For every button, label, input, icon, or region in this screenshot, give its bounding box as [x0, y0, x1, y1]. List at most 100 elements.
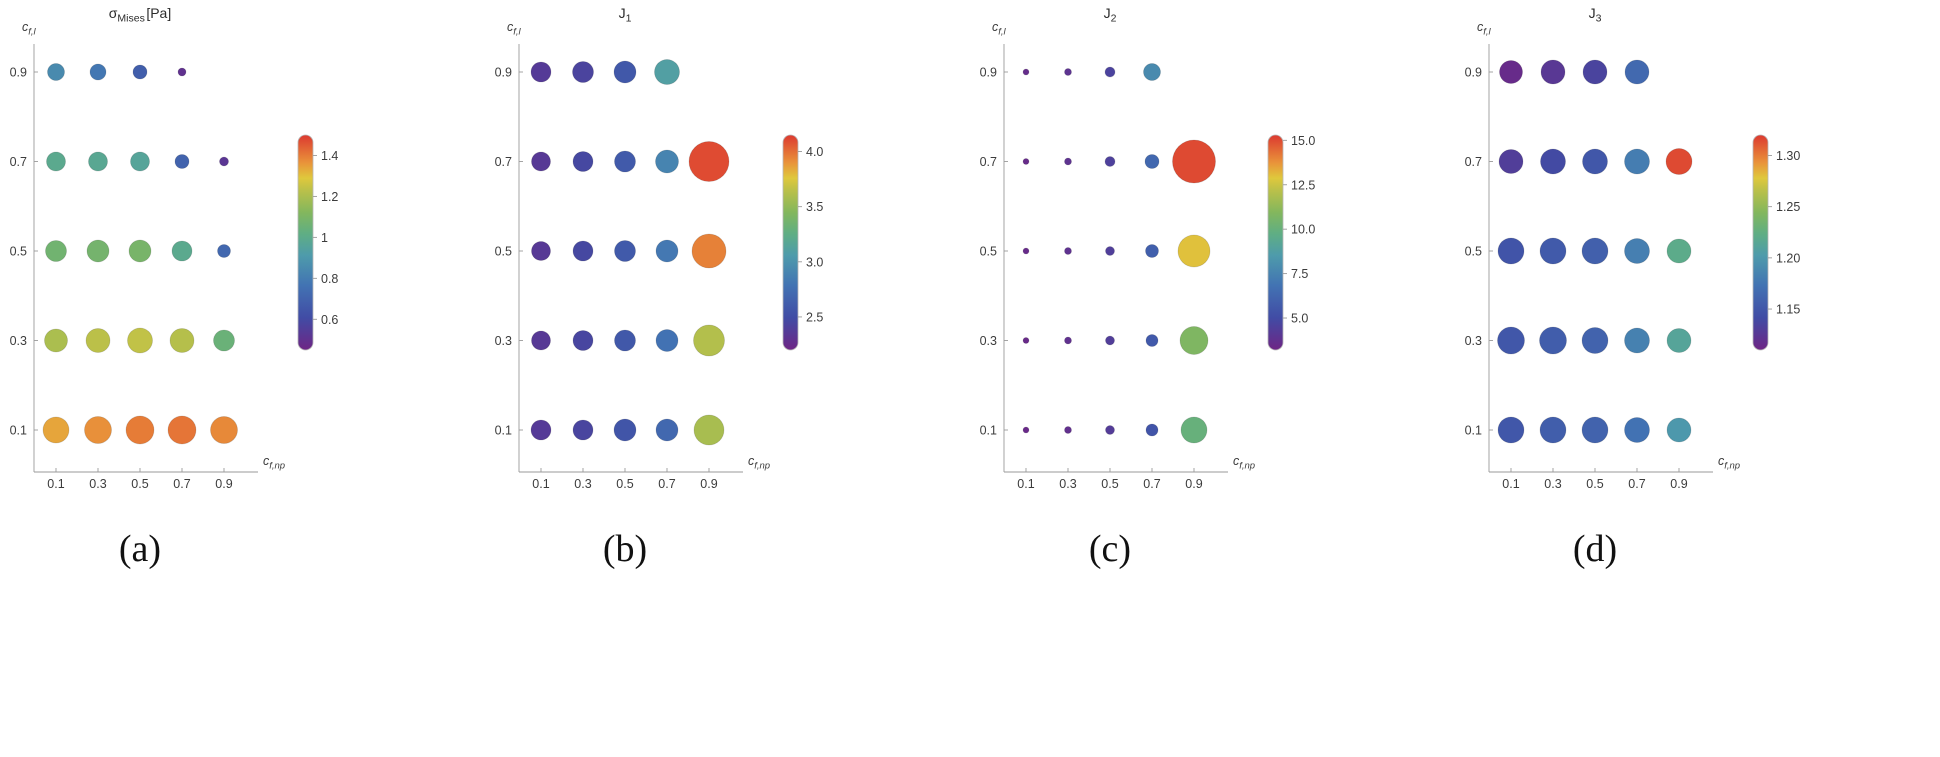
chart-title: σMises [Pa]	[109, 5, 171, 25]
bubble	[169, 328, 195, 353]
bubble	[1145, 423, 1159, 437]
svg-text:0.7: 0.7	[980, 155, 997, 169]
bubble-chart-j2: 0.1 0.3 0.5 0.7 0.9 0.1 0.3 0.5 0.7 0.9 cf,l cf,np J…	[970, 0, 1455, 510]
chart-title: J3	[1589, 5, 1602, 25]
x-axis-label: cf,np	[263, 454, 285, 471]
bubble	[1624, 417, 1650, 443]
bubble	[1497, 237, 1525, 265]
bubble	[1539, 326, 1567, 355]
colorbar-tick-label: 0.8	[321, 272, 338, 286]
bubbles	[42, 63, 238, 445]
colorbar-tick-label: 4.0	[806, 145, 823, 159]
bubble	[1105, 246, 1115, 256]
svg-text:0.1: 0.1	[980, 424, 997, 438]
bubble	[613, 418, 637, 442]
bubble	[530, 419, 552, 441]
bubble	[1144, 154, 1160, 169]
svg-text:0.5: 0.5	[1586, 477, 1603, 491]
bubble	[614, 329, 636, 352]
axes	[1003, 44, 1228, 473]
bubble	[530, 61, 552, 83]
chart-svg-c: 0.1 0.3 0.5 0.7 0.9 0.1 0.3 0.5 0.7 0.9 cf,l cf,np J…	[980, 5, 1316, 492]
bubble	[654, 59, 680, 85]
svg-text:0.9: 0.9	[1465, 66, 1482, 80]
bubble	[1540, 59, 1566, 85]
bubble	[44, 328, 68, 353]
colorbar-tick-label: 10.0	[1291, 223, 1315, 237]
colorbar-tick-label: 5.0	[1291, 312, 1308, 326]
bubble	[1497, 416, 1525, 444]
y-axis-label: cf,l	[1477, 20, 1492, 37]
bubble	[1177, 234, 1211, 268]
bubble	[174, 154, 190, 169]
bubble	[46, 151, 66, 172]
bubble	[1581, 327, 1609, 354]
bubble	[1064, 68, 1072, 76]
bubble	[613, 60, 637, 84]
bubble	[1624, 59, 1650, 85]
bubble	[1064, 336, 1072, 345]
colorbar-tick-label: 1	[321, 231, 328, 245]
bubbles	[1022, 63, 1216, 444]
svg-text:0.5: 0.5	[131, 477, 148, 491]
svg-text:0.5: 0.5	[1101, 477, 1118, 491]
svg-text:0.9: 0.9	[1185, 477, 1202, 491]
svg-text:0.7: 0.7	[1628, 477, 1645, 491]
bubble	[171, 240, 193, 262]
bubble	[531, 241, 551, 261]
svg-text:0.7: 0.7	[1465, 155, 1482, 169]
svg-text:0.3: 0.3	[1544, 477, 1561, 491]
svg-text:0.1: 0.1	[1465, 424, 1482, 438]
panel-a: 0.1 0.3 0.5 0.7 0.9 0.1 0.3 0.5 0.7 0.9 cf,l cf,np σ…	[0, 0, 485, 757]
svg-text:0.3: 0.3	[10, 334, 27, 348]
bubble	[1624, 327, 1650, 354]
svg-text:0.7: 0.7	[1143, 477, 1160, 491]
colorbar: 1.15 1.20 1.25 1.30	[1752, 134, 1800, 351]
axes	[1488, 44, 1713, 473]
colorbar-tick-label: 3.0	[806, 255, 823, 269]
tick-labels: 0.1 0.3 0.5 0.7 0.9 0.1 0.3 0.5 0.7 0.9	[980, 66, 1203, 492]
panel-d: 0.1 0.3 0.5 0.7 0.9 0.1 0.3 0.5 0.7 0.9 cf,l cf,np J…	[1455, 0, 1940, 757]
bubble	[125, 415, 155, 445]
bubble	[1665, 148, 1693, 175]
svg-text:0.3: 0.3	[980, 334, 997, 348]
x-axis-label: cf,np	[1233, 454, 1255, 471]
bubbles	[530, 59, 730, 446]
colorbar-tick-label: 1.4	[321, 149, 338, 163]
svg-text:0.5: 0.5	[980, 245, 997, 259]
colorbar-tick-label: 7.5	[1291, 267, 1308, 281]
svg-text:0.9: 0.9	[10, 66, 27, 80]
bubble	[1104, 66, 1116, 78]
bubble	[42, 416, 70, 444]
bubble	[1145, 334, 1159, 347]
chart-svg-b: 0.1 0.3 0.5 0.7 0.9 0.1 0.3 0.5 0.7 0.9 cf,l cf,np J…	[495, 5, 824, 492]
bubble	[1666, 417, 1692, 443]
tick-labels: 0.1 0.3 0.5 0.7 0.9 0.1 0.3 0.5 0.7 0.9	[495, 66, 718, 492]
caption-c: (c)	[1088, 528, 1132, 570]
colorbar-tick-label: 1.15	[1776, 303, 1800, 317]
bubble	[84, 416, 112, 444]
bubble	[693, 324, 725, 357]
bubble	[572, 330, 594, 351]
svg-text:0.3: 0.3	[1059, 477, 1076, 491]
svg-text:0.9: 0.9	[980, 66, 997, 80]
chart-svg-d: 0.1 0.3 0.5 0.7 0.9 0.1 0.3 0.5 0.7 0.9 cf,l cf,np J…	[1465, 5, 1801, 492]
bubble	[1145, 244, 1159, 258]
tick-labels: 0.1 0.3 0.5 0.7 0.9 0.1 0.3 0.5 0.7 0.9	[1465, 66, 1688, 492]
svg-text:0.1: 0.1	[495, 424, 512, 438]
svg-text:0.7: 0.7	[495, 155, 512, 169]
bubble	[1497, 326, 1525, 355]
bubble	[655, 149, 679, 174]
svg-text:0.7: 0.7	[173, 477, 190, 491]
colorbar-tick-label: 2.5	[806, 310, 823, 324]
tick-labels: 0.1 0.3 0.5 0.7 0.9 0.1 0.3 0.5 0.7 0.9	[10, 66, 233, 492]
bubble	[572, 240, 594, 262]
chart-svg-a: 0.1 0.3 0.5 0.7 0.9 0.1 0.3 0.5 0.7 0.9 cf,l cf,np σ…	[10, 5, 339, 492]
bubble	[1540, 148, 1566, 175]
bubble	[1180, 416, 1208, 444]
svg-text:0.3: 0.3	[1465, 334, 1482, 348]
bubble	[1539, 416, 1567, 444]
bubbles	[1497, 59, 1693, 444]
bubble	[85, 328, 111, 353]
bubble	[1022, 158, 1030, 165]
